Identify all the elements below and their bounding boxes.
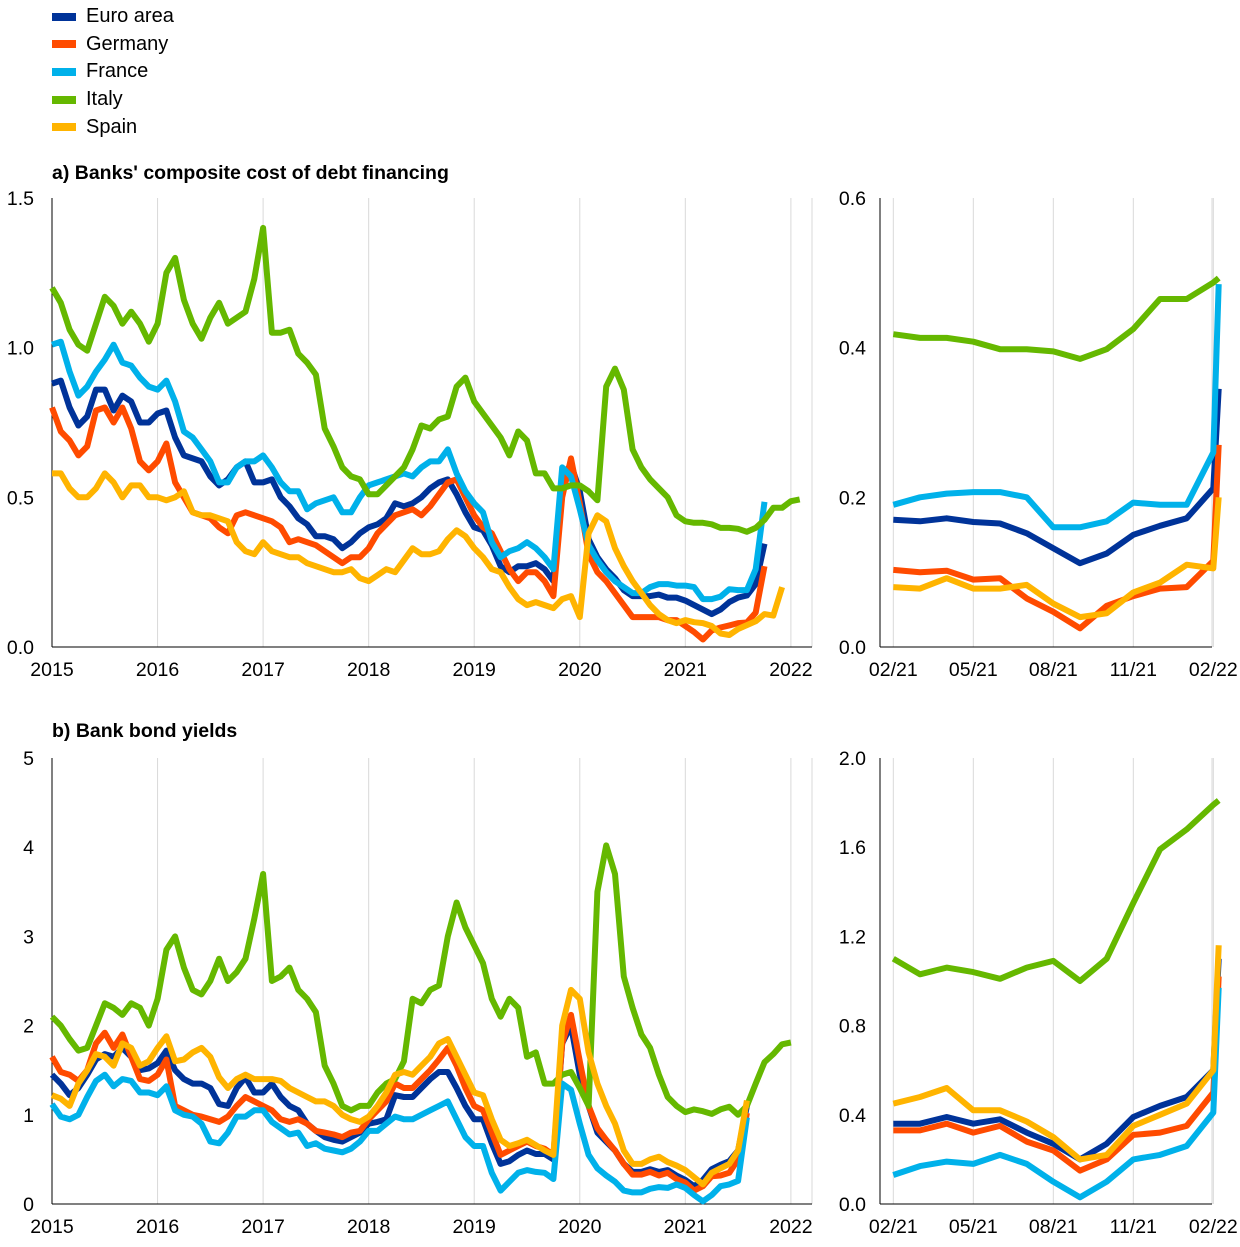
legend-item: Spain [52, 113, 174, 141]
legend-swatch [52, 12, 76, 21]
y-tick-label: 1.2 [839, 926, 866, 948]
x-tick-label: 2021 [664, 1216, 707, 1238]
legend-swatch [52, 95, 76, 104]
chart-b-main: 2015 2016 2017 2018 2019 2020 2021 2022 0 1 2 3 4 5 [23, 748, 812, 1238]
y-tick-label: 0.0 [839, 1194, 866, 1216]
x-tick-label: 08/21 [1029, 1216, 1078, 1238]
x-tick-label: 11/21 [1110, 659, 1157, 681]
y-tick-label: 2 [23, 1016, 34, 1038]
x-tick-label: 2016 [136, 1216, 179, 1238]
legend-swatch [52, 67, 76, 76]
chart-a-main: 2015 2016 2017 2018 2019 2020 2021 2022 0.0 0.5 1.… [7, 188, 813, 681]
series-line-germany [49, 1011, 750, 1194]
series-line-france [49, 1071, 750, 1205]
x-tick-label: 2020 [558, 1216, 602, 1238]
series-line-italy [49, 224, 801, 535]
legend-item: France [52, 58, 174, 86]
legend-swatch [52, 123, 76, 132]
series-line-germany [49, 404, 768, 643]
y-tick-label: 1.5 [7, 188, 34, 210]
y-tick-label: 0.8 [839, 1016, 866, 1038]
x-tick-label: 2017 [241, 1216, 284, 1238]
series-line-germany [893, 444, 1222, 632]
legend-label: France [86, 60, 149, 83]
legend: Euro area Germany France Italy Spain [52, 3, 174, 141]
panel-b-title: b) Bank bond yields [52, 720, 238, 742]
series-line-spain [893, 497, 1222, 621]
y-tick-label: 0.0 [839, 637, 866, 659]
x-tick-label: 2018 [347, 1216, 390, 1238]
x-tick-label: 2022 [769, 659, 812, 681]
y-tick-label: 1.0 [7, 338, 34, 360]
legend-item: Germany [52, 31, 174, 59]
x-tick-label: 08/21 [1029, 659, 1078, 681]
x-tick-label: 02/21 [869, 659, 918, 681]
series-line-germany [893, 976, 1222, 1174]
series-line-france [892, 987, 1222, 1201]
legend-item: Italy [52, 86, 174, 114]
chart-b-zoom: 02/21 05/21 08/21 11/21 02/22 0.0 0.4 0.8 1.2 1.6… [839, 748, 1238, 1238]
legend-label: Italy [86, 88, 123, 111]
x-tick-label: 2015 [30, 1216, 74, 1238]
legend-label: Euro area [86, 5, 174, 28]
x-tick-label: 2016 [136, 659, 179, 681]
panel-a-title: a) Banks' composite cost of debt financi… [52, 162, 449, 184]
legend-item: Euro area [52, 3, 174, 31]
series-line-italy [891, 798, 1221, 984]
x-tick-label: 2021 [664, 659, 707, 681]
y-tick-label: 4 [23, 837, 34, 859]
series-line-italy [49, 842, 792, 1118]
y-tick-label: 0.4 [839, 338, 866, 360]
legend-label: Germany [86, 32, 169, 55]
x-tick-label: 02/22 [1189, 659, 1238, 681]
x-tick-label: 05/21 [949, 659, 998, 681]
x-tick-label: 2019 [453, 659, 496, 681]
x-tick-label: 05/21 [949, 1216, 998, 1238]
series-line-france [51, 338, 768, 603]
series-line-italy [892, 275, 1221, 362]
chart-a-zoom: 02/21 05/21 08/21 11/21 02/22 0.0 0.2 0.4 0.6 [839, 188, 1238, 681]
x-tick-label: 2020 [558, 659, 602, 681]
series-line-euro-area [893, 388, 1222, 567]
x-tick-label: 2017 [241, 659, 284, 681]
x-tick-label: 2022 [769, 1216, 812, 1238]
y-tick-label: 0 [23, 1194, 34, 1216]
y-tick-label: 2.0 [839, 748, 866, 770]
y-tick-label: 0.0 [7, 637, 34, 659]
x-tick-label: 02/21 [869, 1216, 918, 1238]
series-line-spain [50, 986, 750, 1188]
y-tick-label: 0.4 [839, 1105, 866, 1127]
y-tick-label: 0.6 [839, 188, 866, 210]
y-tick-label: 0.5 [7, 487, 34, 509]
y-tick-label: 0.2 [839, 487, 866, 509]
x-tick-label: 02/22 [1189, 1216, 1238, 1238]
y-tick-label: 1 [23, 1105, 34, 1127]
y-tick-label: 3 [23, 926, 34, 948]
y-tick-label: 5 [23, 748, 34, 770]
x-tick-label: 2015 [30, 659, 74, 681]
legend-label: Spain [86, 115, 138, 138]
series-line-france [892, 284, 1222, 531]
series-line-spain [52, 470, 785, 638]
x-tick-label: 2018 [347, 659, 390, 681]
x-tick-label: 2019 [453, 1216, 496, 1238]
series-line-spain [892, 945, 1222, 1163]
x-tick-label: 11/21 [1110, 1216, 1157, 1238]
y-tick-label: 1.6 [839, 837, 866, 859]
legend-swatch [52, 40, 76, 49]
